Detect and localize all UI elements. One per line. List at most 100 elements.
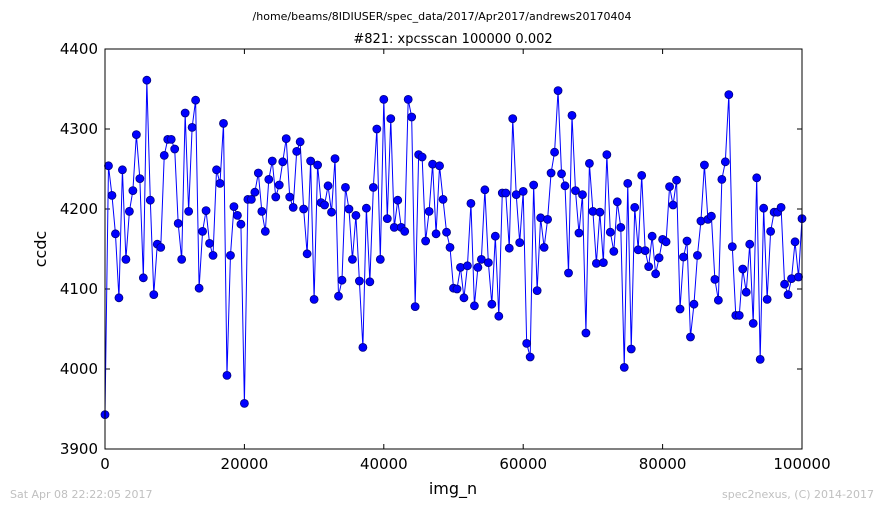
- data-point: [762, 294, 772, 304]
- data-point: [609, 246, 619, 256]
- data-point: [292, 146, 302, 156]
- data-point: [619, 362, 629, 372]
- data-point: [124, 206, 134, 216]
- data-point: [525, 352, 535, 362]
- data-point: [323, 181, 333, 191]
- data-point: [104, 161, 113, 171]
- data-point: [504, 243, 514, 253]
- footer-timestamp: Sat Apr 08 22:22:05 2017: [10, 488, 153, 501]
- data-point: [755, 354, 765, 364]
- data-point: [578, 190, 587, 200]
- data-point: [727, 242, 737, 252]
- y-tick-label: 4200: [60, 200, 98, 218]
- data-point: [766, 226, 776, 236]
- data-point: [212, 165, 221, 175]
- data-point: [564, 268, 573, 278]
- data-point: [693, 250, 702, 260]
- data-point: [299, 204, 309, 214]
- data-point: [145, 195, 155, 205]
- data-point: [295, 137, 305, 147]
- data-point: [379, 95, 389, 104]
- data-point: [713, 295, 723, 305]
- figure-suptitle: /home/beams/8IDIUSER/spec_data/2017/Apr2…: [252, 10, 632, 23]
- data-point: [219, 119, 228, 128]
- data-point: [675, 304, 685, 314]
- series-markers: [100, 75, 807, 420]
- data-point: [306, 156, 316, 166]
- data-point: [574, 228, 584, 238]
- y-tick-label: 4300: [60, 120, 98, 138]
- data-point: [191, 95, 201, 105]
- data-point: [435, 161, 444, 171]
- data-point: [515, 238, 525, 248]
- data-point: [644, 262, 654, 272]
- data-point: [710, 274, 720, 284]
- data-point: [114, 293, 124, 303]
- data-point: [445, 242, 455, 252]
- data-point: [341, 182, 350, 192]
- data-point: [630, 202, 640, 212]
- data-point: [375, 254, 385, 264]
- data-point: [532, 286, 542, 296]
- data-point: [752, 173, 762, 183]
- x-tick-label: 40000: [360, 455, 408, 473]
- data-point: [351, 210, 361, 220]
- data-point: [571, 186, 580, 196]
- data-point: [438, 194, 448, 204]
- data-point: [483, 258, 493, 268]
- data-point: [271, 192, 281, 202]
- data-point: [281, 134, 291, 144]
- data-point: [198, 226, 207, 236]
- data-point: [717, 174, 727, 184]
- data-point: [330, 154, 340, 164]
- data-point: [623, 178, 633, 188]
- data-point: [239, 398, 249, 408]
- data-point: [682, 236, 692, 246]
- data-point: [470, 301, 479, 311]
- data-point: [567, 111, 577, 120]
- data-point: [738, 264, 748, 274]
- chart-title: #821: xpcsscan 100000 0.002: [353, 32, 552, 47]
- data-point: [166, 134, 176, 144]
- data-point: [386, 114, 396, 123]
- data-point: [546, 168, 556, 178]
- data-point: [686, 332, 695, 342]
- data-point: [665, 182, 674, 192]
- data-point: [508, 114, 518, 123]
- data-point: [706, 211, 716, 221]
- y-axis-label: ccdc: [31, 231, 50, 268]
- data-point: [278, 157, 288, 167]
- data-point: [107, 190, 117, 200]
- data-point: [372, 124, 382, 134]
- data-point: [745, 239, 755, 249]
- data-point: [260, 226, 270, 236]
- x-tick-label: 0: [100, 455, 110, 473]
- data-point: [442, 227, 451, 237]
- data-point: [553, 86, 563, 95]
- data-point: [480, 185, 490, 195]
- data-point: [501, 188, 511, 198]
- data-point: [236, 219, 246, 229]
- data-point: [612, 197, 622, 207]
- data-point: [177, 254, 187, 264]
- data-point: [452, 284, 462, 294]
- data-point: [173, 218, 183, 228]
- data-point: [585, 158, 594, 168]
- data-point: [365, 277, 375, 287]
- data-point: [264, 174, 274, 184]
- data-point: [156, 242, 166, 252]
- data-point: [274, 180, 284, 190]
- data-point: [790, 237, 800, 247]
- data-point: [679, 252, 688, 262]
- data-point: [159, 150, 169, 160]
- data-point: [487, 299, 497, 309]
- data-point: [539, 242, 549, 252]
- data-point: [543, 214, 552, 224]
- axes-frame: [104, 48, 803, 450]
- data-point: [348, 254, 357, 264]
- data-point: [368, 182, 378, 192]
- data-point: [581, 328, 591, 338]
- data-point: [794, 272, 803, 282]
- data-point: [724, 90, 734, 99]
- data-point: [640, 246, 650, 256]
